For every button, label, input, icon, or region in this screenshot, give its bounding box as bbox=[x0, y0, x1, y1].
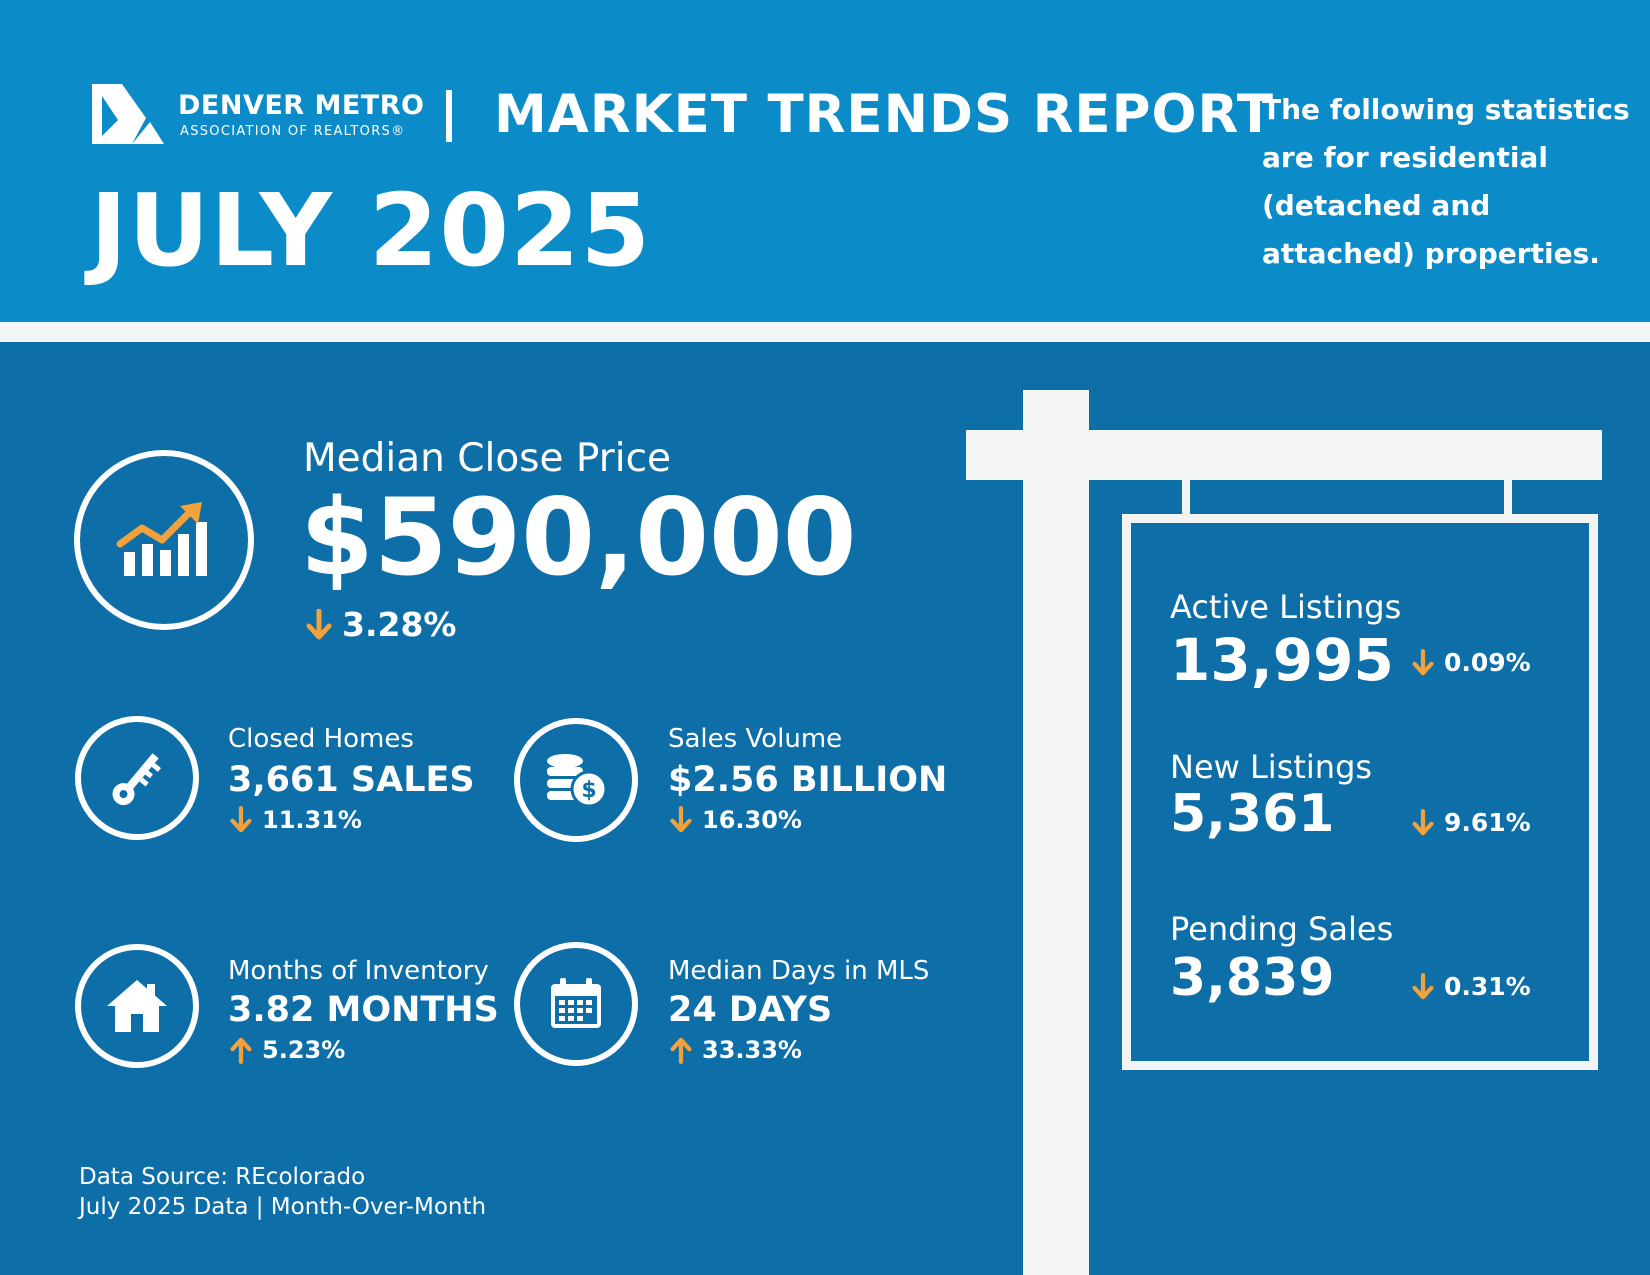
key-icon bbox=[112, 753, 161, 806]
active-listings-label: Active Listings bbox=[1170, 588, 1402, 626]
arrow-down-icon bbox=[670, 806, 692, 833]
sign-hook-right bbox=[1504, 480, 1512, 516]
sales-volume-label: Sales Volume bbox=[668, 724, 843, 754]
inventory-value: 3.82 MONTHS bbox=[228, 990, 499, 1030]
arrow-down-icon bbox=[1412, 972, 1434, 999]
days-mls-change-value: 33.33% bbox=[702, 1036, 802, 1064]
calendar-icon bbox=[551, 978, 601, 1028]
closed-homes-label: Closed Homes bbox=[228, 724, 414, 754]
pending-sales-value: 3,839 bbox=[1170, 948, 1335, 1008]
header-divider bbox=[0, 322, 1650, 342]
sales-volume-change-value: 16.30% bbox=[702, 806, 802, 834]
new-listings-change: 9.61% bbox=[1412, 808, 1531, 837]
median-price-label: Median Close Price bbox=[303, 436, 672, 481]
header-banner: DENVER METRO ASSOCIATION OF REALTORS® MA… bbox=[0, 0, 1650, 322]
arrow-down-icon bbox=[1412, 808, 1434, 835]
sign-arm bbox=[966, 430, 1602, 480]
median-price-icon-circle bbox=[74, 450, 254, 630]
arrow-up-icon bbox=[230, 1037, 252, 1064]
sales-volume-icon-circle: $ bbox=[514, 718, 638, 842]
sign-post bbox=[1023, 390, 1089, 1275]
arrow-down-icon bbox=[306, 608, 332, 639]
inventory-change: 5.23% bbox=[230, 1036, 345, 1064]
report-title: MARKET TRENDS REPORT bbox=[494, 84, 1275, 145]
median-price-change-value: 3.28% bbox=[342, 605, 457, 644]
coins-dollar-icon: $ bbox=[547, 754, 608, 808]
report-month: JULY 2025 bbox=[90, 172, 652, 289]
data-source-note: Data Source: REcolorado July 2025 Data |… bbox=[79, 1162, 486, 1222]
days-mls-change: 33.33% bbox=[670, 1036, 802, 1064]
closed-homes-icon-circle bbox=[75, 716, 199, 840]
logo-name: DENVER METRO bbox=[178, 90, 425, 121]
arrow-down-icon bbox=[230, 806, 252, 833]
sign-hook-left bbox=[1182, 480, 1190, 516]
days-mls-icon-circle bbox=[514, 942, 638, 1066]
dmar-logo bbox=[92, 84, 164, 144]
closed-homes-change-value: 11.31% bbox=[262, 806, 362, 834]
closed-homes-value: 3,661 SALES bbox=[228, 760, 475, 800]
arrow-down-icon bbox=[1412, 648, 1434, 675]
inventory-label: Months of Inventory bbox=[228, 956, 489, 986]
active-listings-change: 0.09% bbox=[1412, 648, 1531, 677]
sales-volume-change: 16.30% bbox=[670, 806, 802, 834]
inventory-icon-circle bbox=[75, 944, 199, 1068]
svg-text:$: $ bbox=[581, 778, 596, 803]
new-listings-change-value: 9.61% bbox=[1444, 808, 1531, 837]
new-listings-value: 5,361 bbox=[1170, 784, 1335, 844]
closed-homes-change: 11.31% bbox=[230, 806, 362, 834]
data-period-line: July 2025 Data | Month-Over-Month bbox=[79, 1194, 487, 1220]
logo-subtitle: ASSOCIATION OF REALTORS® bbox=[180, 124, 406, 139]
days-mls-label: Median Days in MLS bbox=[668, 956, 930, 986]
pending-sales-change-value: 0.31% bbox=[1444, 972, 1531, 1001]
pending-sales-label: Pending Sales bbox=[1170, 910, 1394, 948]
header-note: The following statistics are for residen… bbox=[1262, 93, 1630, 270]
sales-volume-value: $2.56 BILLION bbox=[668, 760, 948, 800]
median-price-value: $590,000 bbox=[300, 476, 857, 599]
data-source-line: Data Source: REcolorado bbox=[79, 1164, 366, 1190]
trending-chart-icon bbox=[116, 502, 207, 576]
pending-sales-change: 0.31% bbox=[1412, 972, 1531, 1001]
title-separator bbox=[446, 90, 452, 142]
active-listings-change-value: 0.09% bbox=[1444, 648, 1531, 677]
days-mls-value: 24 DAYS bbox=[668, 990, 833, 1030]
new-listings-label: New Listings bbox=[1170, 748, 1373, 786]
sign-board bbox=[1122, 514, 1598, 1070]
inventory-change-value: 5.23% bbox=[262, 1036, 346, 1064]
active-listings-value: 13,995 bbox=[1170, 626, 1394, 694]
median-price-change: 3.28% bbox=[306, 605, 457, 644]
house-icon bbox=[107, 980, 167, 1032]
arrow-up-icon bbox=[670, 1037, 692, 1064]
main-panel bbox=[0, 342, 1650, 1275]
